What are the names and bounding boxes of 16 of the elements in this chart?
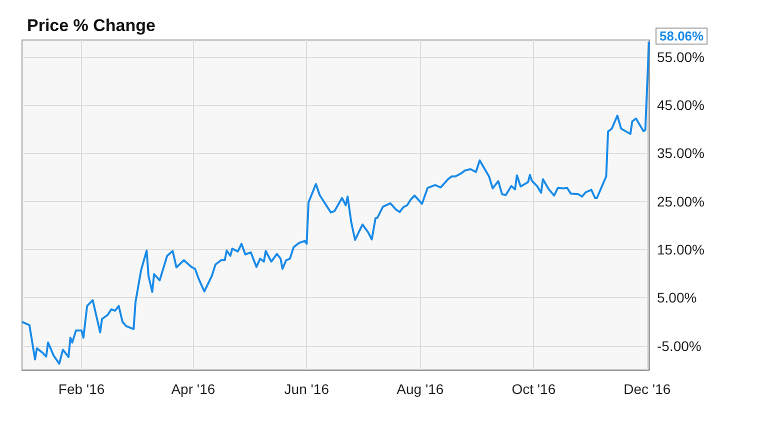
x-tick-label: Aug '16: [396, 381, 444, 397]
x-tick-label: Oct '16: [512, 381, 556, 397]
y-tick-label: 55.00%: [657, 48, 704, 65]
line-series: [21, 41, 650, 365]
y-tick-label: 45.00%: [657, 97, 704, 114]
x-tick-label: Jun '16: [284, 381, 330, 397]
x-tick-label: Apr '16: [171, 381, 216, 397]
y-tick-label: 15.00%: [657, 242, 704, 258]
y-tick-label: 35.00%: [657, 145, 704, 162]
y-tick-label: 5.00%: [657, 290, 697, 306]
y-tick-label: -5.00%: [657, 338, 702, 354]
chart-title: Price % Change: [27, 16, 156, 35]
y-tick-label: 25.00%: [657, 193, 704, 210]
annotation: 58.06%: [660, 28, 704, 44]
x-tick-label: Dec '16: [624, 381, 671, 397]
x-tick-label: Feb '16: [58, 381, 105, 397]
